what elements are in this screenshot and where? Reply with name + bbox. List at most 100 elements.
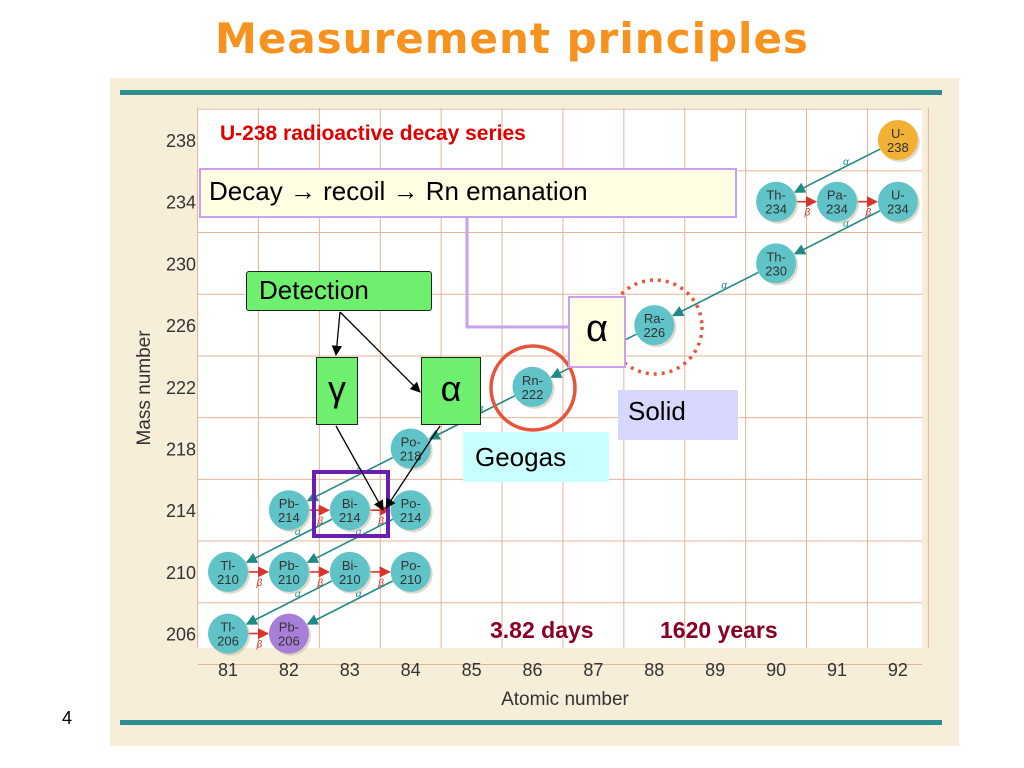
- nuclide-mass-label: 214: [400, 510, 422, 525]
- bottom-teal-bar: [120, 720, 942, 725]
- y-tick-label: 234: [166, 193, 196, 213]
- nuclide-circle: [390, 551, 431, 592]
- x-axis-ticks: 81 82 83 84 85 86 87 88 89 90 91 92: [218, 660, 908, 680]
- nuclide-element-label: Po-: [401, 558, 421, 573]
- alpha-decay-arrow: [793, 210, 881, 255]
- nuclide-circle: [634, 305, 675, 346]
- alpha-label: α: [721, 280, 727, 291]
- nuclide-mass-label: 230: [765, 263, 787, 278]
- nuclide: Pb-210: [268, 551, 311, 594]
- nuclide: Ra-226: [634, 305, 677, 348]
- alpha-label: α: [356, 589, 362, 600]
- alpha-to-bi214-arrow: [385, 425, 441, 509]
- ra226-dotted-circle: [606, 278, 704, 376]
- nuclide-element-label: Rn-: [522, 373, 543, 388]
- x-tick-label: 91: [827, 660, 847, 680]
- nuclide-mass-label: 214: [278, 510, 300, 525]
- x-tick-label: 84: [401, 660, 421, 680]
- beta-label: β: [804, 208, 811, 219]
- alpha-label: α: [356, 527, 362, 538]
- nuclide: U-234: [877, 181, 920, 224]
- alpha-label: α: [295, 527, 301, 538]
- nuclide-mass-label: 234: [887, 202, 909, 217]
- alpha-decay-arrow: [793, 148, 881, 193]
- gamma-to-bi214-arrow: [335, 425, 384, 511]
- nuclide-element-label: Ra-: [644, 311, 665, 326]
- nuclide: Th-230: [756, 243, 799, 286]
- alpha-label: α: [843, 219, 849, 230]
- nuclide-mass-label: 210: [278, 572, 300, 587]
- nuclide-mass-label: 210: [217, 572, 239, 587]
- nuclide: Po-210: [390, 551, 433, 594]
- x-tick-label: 90: [766, 660, 786, 680]
- y-axis-ticks: 238 234 230 226 222 218 214 210 206: [166, 131, 196, 645]
- nuclide-circle: [268, 613, 309, 654]
- nuclide: Pa-234: [817, 181, 859, 224]
- nuclide-circle: [756, 181, 797, 222]
- y-tick-label: 226: [166, 316, 196, 336]
- y-tick-label: 222: [166, 378, 196, 398]
- alpha-detection-box: α: [421, 357, 481, 425]
- geogas-label-box: Geogas: [463, 432, 609, 482]
- x-tick-label: 81: [218, 660, 238, 680]
- nuclide-circle: [268, 490, 309, 531]
- y-tick-label: 230: [166, 254, 196, 274]
- nuclide: Tl-210: [208, 551, 250, 594]
- series-title: U-238 radioactive decay series: [220, 122, 526, 145]
- nuclide-element-label: Th-: [766, 188, 786, 203]
- nuclide: Po-214: [390, 490, 433, 533]
- detection-box: Detection: [246, 271, 432, 311]
- alpha-decay-arrow: [245, 580, 333, 625]
- beta-label: β: [255, 578, 262, 589]
- alpha-label: α: [295, 589, 301, 600]
- slide-title: Measurement principles: [215, 14, 809, 63]
- nuclide: Th-234: [756, 181, 799, 224]
- top-teal-bar: [120, 90, 942, 95]
- nuclide-circles: U-238Th-234Pa-234U-234Th-230Ra-226Rn-222…: [208, 120, 920, 656]
- nuclide: Pb-206: [268, 613, 311, 656]
- nuclide-element-label: Bi-: [342, 496, 358, 511]
- x-tick-label: 88: [644, 660, 664, 680]
- nuclide: U-238: [877, 120, 920, 162]
- y-tick-label: 210: [166, 563, 196, 583]
- alpha-decay-arrow: [306, 456, 394, 502]
- alpha-decay-arrow: [245, 518, 333, 564]
- x-tick-label: 92: [888, 660, 908, 680]
- nuclide-element-label: Pa-: [827, 188, 847, 203]
- y-axis-label: Mass number: [134, 330, 155, 446]
- nuclide-element-label: U-: [891, 188, 905, 203]
- nuclide-mass-label: 234: [826, 202, 848, 217]
- nuclide-mass-label: 214: [339, 510, 361, 525]
- alpha-decay-arrow: [306, 580, 394, 625]
- nuclide-element-label: Th-: [766, 249, 786, 264]
- solid-label-box: Solid: [618, 390, 738, 440]
- gamma-box: γ: [316, 357, 358, 425]
- nuclide-mass-label: 222: [522, 387, 544, 402]
- nuclide-mass-label: 210: [339, 572, 361, 587]
- alpha-ra226-box: α: [568, 296, 626, 368]
- nuclide-circle: [268, 551, 309, 592]
- beta-label: β: [316, 516, 323, 527]
- nuclide-mass-label: 238: [887, 140, 909, 155]
- nuclide: Bi-210: [329, 551, 372, 594]
- alpha-decay-arrow: [672, 271, 759, 317]
- nuclide-element-label: Po-: [401, 435, 421, 450]
- nuclide-mass-label: 234: [765, 202, 787, 217]
- nuclide-circle: [208, 613, 248, 654]
- x-tick-label: 87: [583, 660, 603, 680]
- nuclide-circle: [817, 181, 857, 222]
- nuclide-circle: [390, 428, 431, 469]
- rn222-highlight-circle: [489, 344, 577, 432]
- rn-halflife-label: 3.82 days: [490, 617, 594, 643]
- nuclide: Pb-214: [268, 490, 311, 533]
- nuclide-mass-label: 210: [400, 572, 422, 587]
- nuclide-element-label: Pb-: [279, 558, 299, 573]
- beta-label: β: [255, 640, 262, 651]
- x-tick-label: 86: [522, 660, 542, 680]
- nuclide-element-label: U-: [891, 126, 905, 141]
- nuclide-element-label: Po-: [401, 496, 421, 511]
- nuclide-circle: [208, 551, 248, 592]
- nuclide: Bi-214: [329, 490, 372, 533]
- nuclide-circle: [877, 181, 918, 222]
- x-tick-label: 83: [340, 660, 360, 680]
